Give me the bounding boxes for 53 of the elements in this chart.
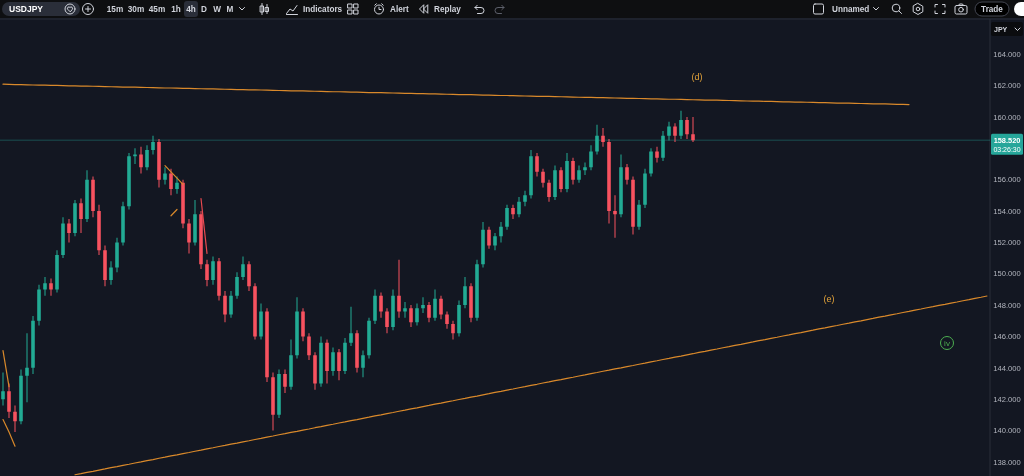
candlestick (667, 121, 671, 141)
candlestick (535, 153, 539, 177)
candlestick (403, 301, 407, 318)
annotation: (e) (823, 294, 835, 304)
text: 30m (127, 5, 145, 14)
candlestick (397, 259, 401, 318)
candlestick (421, 297, 425, 313)
candlestick (109, 261, 113, 285)
candlestick (241, 256, 245, 281)
candlestick (283, 369, 287, 393)
text: Replay (434, 5, 462, 14)
candlestick (151, 135, 155, 155)
candlestick (541, 168, 545, 188)
candlestick (601, 127, 605, 147)
candlestick (493, 233, 497, 251)
text: 45m (148, 5, 166, 14)
chart-title: USDJPY (9, 4, 44, 14)
text: D (201, 5, 208, 14)
candlestick (673, 123, 677, 143)
text: Unnamed (832, 5, 870, 14)
text: W (213, 5, 222, 14)
candlestick (613, 195, 617, 238)
line-series (164, 164, 184, 185)
text: Indicators (303, 5, 343, 14)
candlestick (349, 306, 353, 346)
candlestick (433, 289, 437, 321)
line-series (2, 83, 910, 106)
candlestick (133, 148, 137, 165)
candlestick (25, 333, 29, 403)
candlestick (577, 165, 581, 183)
candlestick (361, 350, 365, 378)
text: M (226, 5, 234, 14)
text: 15m (106, 5, 124, 14)
line-series (74, 295, 988, 476)
candlestick (163, 167, 167, 185)
text: Trade (981, 5, 1004, 14)
candlestick (655, 146, 659, 163)
candlestick (49, 278, 53, 296)
candlestick (79, 198, 83, 233)
annotation: (d) (691, 72, 703, 82)
candlestick (289, 339, 293, 390)
candlestick (1, 372, 5, 406)
text: Alert (390, 5, 409, 14)
candlestick (487, 226, 491, 249)
candlestick (583, 162, 587, 175)
annotation: iv (944, 339, 950, 348)
candlestick (331, 347, 335, 376)
candlestick (691, 116, 695, 143)
text: 4h (186, 5, 196, 14)
candlestick (43, 276, 47, 296)
candlestick (313, 352, 317, 390)
candlestick (523, 190, 527, 207)
text: 1h (171, 5, 181, 14)
